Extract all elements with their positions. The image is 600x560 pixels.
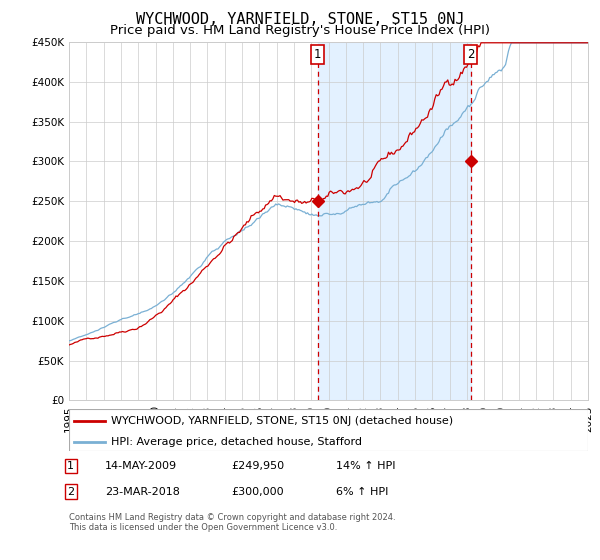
Bar [317, 42, 471, 400]
Text: 14-MAY-2009: 14-MAY-2009 [105, 461, 177, 471]
Text: 2: 2 [467, 48, 475, 61]
Text: Price paid vs. HM Land Registry's House Price Index (HPI): Price paid vs. HM Land Registry's House … [110, 24, 490, 36]
FancyBboxPatch shape [69, 409, 588, 451]
Text: £300,000: £300,000 [231, 487, 284, 497]
Text: WYCHWOOD, YARNFIELD, STONE, ST15 0NJ (detached house): WYCHWOOD, YARNFIELD, STONE, ST15 0NJ (de… [110, 416, 452, 426]
Text: 2: 2 [67, 487, 74, 497]
Text: HPI: Average price, detached house, Stafford: HPI: Average price, detached house, Staf… [110, 437, 362, 446]
Text: Contains HM Land Registry data © Crown copyright and database right 2024.: Contains HM Land Registry data © Crown c… [69, 513, 395, 522]
Text: 14% ↑ HPI: 14% ↑ HPI [336, 461, 395, 471]
Text: 1: 1 [314, 48, 322, 61]
Text: 6% ↑ HPI: 6% ↑ HPI [336, 487, 388, 497]
Text: 1: 1 [67, 461, 74, 471]
Text: 23-MAR-2018: 23-MAR-2018 [105, 487, 180, 497]
Text: £249,950: £249,950 [231, 461, 284, 471]
Text: WYCHWOOD, YARNFIELD, STONE, ST15 0NJ: WYCHWOOD, YARNFIELD, STONE, ST15 0NJ [136, 12, 464, 27]
Text: This data is licensed under the Open Government Licence v3.0.: This data is licensed under the Open Gov… [69, 523, 337, 532]
